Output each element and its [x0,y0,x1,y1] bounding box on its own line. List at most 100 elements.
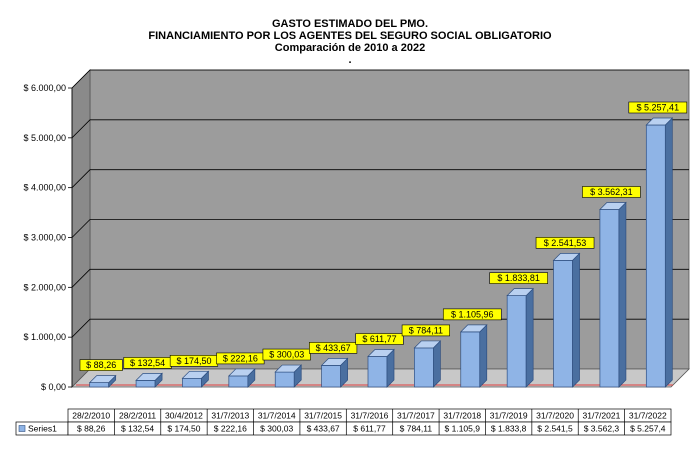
data-label-box [79,359,123,371]
data-label-text: $ 222,16 [223,353,258,363]
y-tick-label: $ 6.000,00 [23,83,66,93]
bar-side [618,201,627,388]
bar-side [479,324,488,388]
data-label-box [442,308,502,321]
data-label: $ 5.257,41 [628,101,688,114]
table-category: 31/7/2021 [583,411,621,421]
bar-side [525,287,534,388]
data-label: $ 300,03 [262,348,311,361]
bar-top [506,288,534,296]
table-category: 28/2/2011 [119,411,156,421]
data-label-text: $ 88,26 [86,360,116,370]
grid-lines [71,69,689,338]
grid-line [71,268,689,288]
bar-top [645,117,674,126]
data-label-box [309,342,358,354]
bar [645,117,674,388]
grid-line [71,219,689,238]
bar-top [135,373,163,381]
table-category: 31/7/2018 [443,411,481,421]
bar [459,324,488,388]
data-label-box [628,101,688,114]
data-label-text: $ 2.541,53 [544,238,587,248]
data-label-text: $ 3.562,31 [590,187,633,197]
data-label-text: $ 784,11 [409,325,443,335]
table-value: $ 1.105,9 [445,424,481,434]
title-line-4: . [348,54,352,66]
bar [320,357,349,388]
data-labels: $ 88,26 $ 132,54 $ 174,50 $ 222,16 $ 300,03 $… [79,101,688,371]
data-label-text: $ 433,67 [316,343,351,353]
bar-top [228,368,256,377]
data-label: $ 132,54 [123,357,172,369]
y-tick-label: $ 3.000,00 [23,233,66,243]
data-label-text: $ 5.257,41 [637,103,680,113]
bars [88,117,674,388]
title-line-3: Comparación de 2010 a 2022 [274,42,426,54]
table-category: 31/7/2022 [629,411,667,421]
bar-front [599,209,620,388]
bar [274,364,303,388]
data-label-text: $ 611,77 [362,334,396,344]
bar-top [274,364,303,373]
data-label: $ 1.105,96 [442,308,502,321]
bar-top [367,349,395,357]
data-table: 28/2/2010 $ 88,26 28/2/2011 $ 132,54 30/4/20… [15,408,672,436]
y-tick-label: $ 1.000,00 [23,332,66,342]
table-category: 31/7/2017 [397,411,435,421]
data-label: $ 784,11 [401,324,450,337]
bar-top [552,252,581,261]
data-label: $ 611,77 [355,333,404,345]
table-value: $ 5.257,4 [630,424,666,434]
bar [181,370,210,388]
table-value: $ 433,67 [307,424,340,434]
data-label: $ 222,16 [216,352,265,365]
data-label-text: $ 1.105,96 [451,309,494,319]
bar-front [89,382,110,388]
data-label-box [401,324,450,337]
table-value-row [67,421,672,436]
bar-top [88,375,117,383]
table-value: $ 300,03 [260,424,293,434]
table-value: $ 2.541,5 [537,424,573,434]
title-line-1: GASTO ESTIMADO DEL PMO. [271,18,429,30]
data-label: $ 88,26 [79,359,123,371]
table-category: 31/7/2020 [536,411,574,421]
y-tick-label: $ 5.000,00 [23,133,66,143]
table-value: $ 784,11 [400,424,433,434]
bar [506,287,534,388]
table-category: 31/7/2013 [211,411,249,421]
bar [228,368,256,388]
bar-front [321,365,341,388]
data-label: $ 3.562,31 [582,186,641,198]
bar [135,372,163,388]
bar-front [506,295,527,388]
table-category: 30/4/2012 [165,411,203,421]
bar-side [433,340,441,388]
series-name: Series1 [28,424,57,434]
grid-line [71,169,689,188]
bar-front [460,331,481,388]
bar [552,252,581,388]
bar-top [320,358,349,366]
table-category: 31/7/2016 [351,411,389,421]
bar-top [459,324,488,333]
y-tick-label: $ 0,00 [41,382,66,392]
data-label-text: $ 132,54 [130,358,165,368]
grid-line [71,69,689,89]
data-label-box [262,348,311,361]
table-category: 28/2/2010 [72,411,110,421]
bar-front [182,377,202,388]
bar-side [664,117,673,388]
data-label-text: $ 1.833,81 [497,273,540,283]
table-value: $ 1.833,8 [491,424,527,434]
bar [413,340,442,388]
data-label-text: $ 300,03 [269,350,304,360]
table-category: 31/7/2015 [304,411,342,421]
data-label-box [355,333,404,345]
bar [88,374,117,388]
data-label-text: $ 174,50 [176,356,211,366]
legend-key [18,425,26,432]
grid-line [71,119,689,139]
